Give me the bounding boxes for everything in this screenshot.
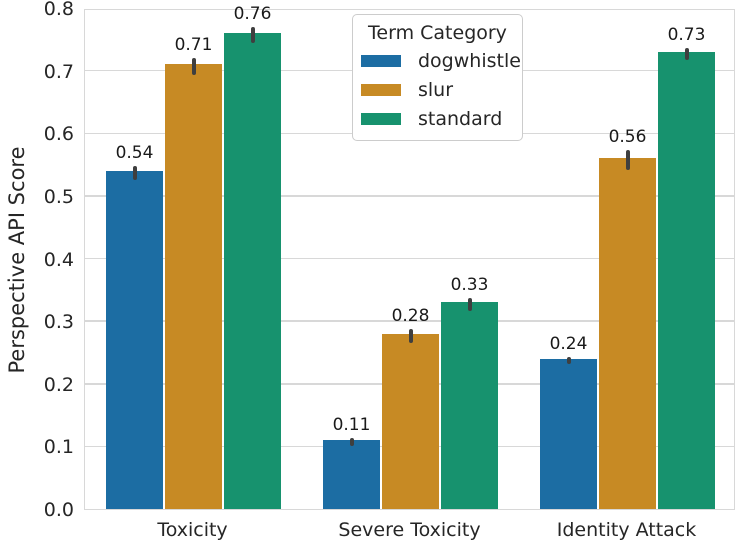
- bar-value-label: 0.71: [174, 35, 213, 56]
- bar-value-label: 0.24: [549, 333, 588, 354]
- legend-items: dogwhistle slur standard: [353, 46, 522, 133]
- legend-label-standard: standard: [418, 107, 503, 130]
- error-bar-standard-1: [467, 298, 472, 311]
- x-tick-label-1: Severe Toxicity: [338, 519, 481, 541]
- y-tick-label: 0.5: [43, 185, 74, 208]
- y-tick-label: 0.4: [43, 248, 74, 271]
- gridline-0.5: [85, 195, 734, 197]
- gridline-0.4: [85, 257, 734, 260]
- legend-swatch-standard: [361, 112, 401, 125]
- error-bar-dogwhistle-1: [349, 438, 354, 446]
- bar-value-label: 0.76: [233, 3, 272, 24]
- legend-title: Term Category: [368, 22, 507, 44]
- legend-item-slur: slur: [353, 75, 522, 104]
- y-tick-label: 0.7: [43, 60, 74, 83]
- y-tick-label: 0.6: [43, 123, 74, 146]
- bar-value-label: 0.28: [391, 305, 430, 326]
- y-tick-label: 0.3: [43, 311, 74, 334]
- bar-slur-2: [598, 158, 657, 509]
- bar-standard-0: [223, 33, 282, 509]
- error-bar-standard-0: [250, 26, 255, 44]
- error-bar-dogwhistle-0: [132, 165, 137, 180]
- bar-standard-1: [440, 302, 499, 509]
- x-tick-label-2: Identity Attack: [556, 519, 697, 541]
- bar-dogwhistle-0: [105, 170, 164, 509]
- bar-value-label: 0.73: [667, 24, 706, 45]
- error-bar-dogwhistle-2: [566, 356, 571, 365]
- bar-dogwhistle-2: [539, 358, 598, 509]
- y-tick-label: 0.2: [43, 373, 74, 396]
- error-bar-slur-2: [625, 150, 630, 171]
- y-tick-label: 0.8: [43, 0, 74, 20]
- legend-label-dogwhistle: dogwhistle: [418, 49, 521, 72]
- error-bar-slur-1: [408, 328, 413, 343]
- legend-swatch-dogwhistle: [361, 54, 401, 67]
- bar-slur-0: [164, 64, 223, 509]
- x-tick-label-0: Toxicity: [157, 519, 228, 541]
- bar-standard-2: [657, 51, 716, 509]
- y-tick-label: 0.0: [43, 499, 74, 521]
- bar-slur-1: [381, 333, 440, 509]
- legend: Term Category dogwhistle slur standard: [352, 14, 523, 141]
- bar-value-label: 0.56: [608, 127, 647, 148]
- bar-dogwhistle-1: [322, 440, 381, 509]
- legend-item-dogwhistle: dogwhistle: [353, 46, 522, 75]
- bar-value-label: 0.11: [332, 415, 371, 436]
- error-bar-standard-2: [684, 47, 689, 61]
- gridline-0.3: [85, 320, 734, 322]
- legend-swatch-slur: [361, 83, 401, 96]
- error-bar-slur-0: [191, 58, 196, 75]
- legend-item-standard: standard: [353, 104, 522, 133]
- legend-label-slur: slur: [418, 78, 454, 101]
- bar-value-label: 0.33: [450, 275, 489, 296]
- bar-value-label: 0.54: [115, 142, 154, 163]
- y-tick-label: 0.1: [43, 436, 74, 459]
